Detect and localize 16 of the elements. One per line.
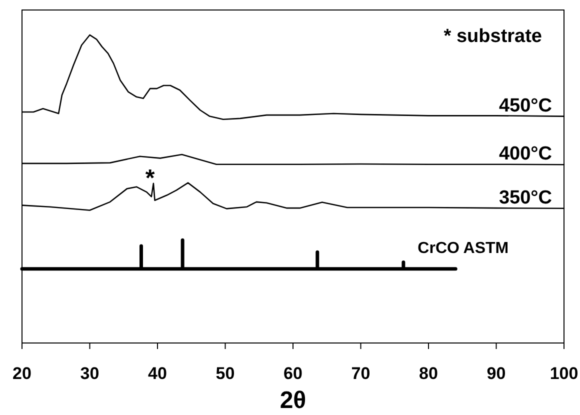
series-label: 400°C <box>498 144 552 165</box>
series-label: 350°C <box>498 187 552 208</box>
x-tick-label: 90 <box>486 364 506 384</box>
x-tick-label: 60 <box>284 364 302 384</box>
annotation: * <box>145 165 156 192</box>
x-tick-label: 40 <box>148 364 167 384</box>
x-tick-label: 20 <box>12 364 32 384</box>
x-axis-title: 2θ <box>280 387 306 414</box>
x-tick-label: 30 <box>80 364 100 384</box>
annotation: * substrate <box>444 26 542 47</box>
x-tick-label: 80 <box>419 364 438 384</box>
series-label: CrCO ASTM <box>418 240 509 257</box>
x-tick-label: 70 <box>351 364 370 384</box>
x-tick-label: 100 <box>550 364 578 384</box>
x-tick-label: 50 <box>216 364 235 384</box>
series-label: 450°C <box>498 95 552 116</box>
